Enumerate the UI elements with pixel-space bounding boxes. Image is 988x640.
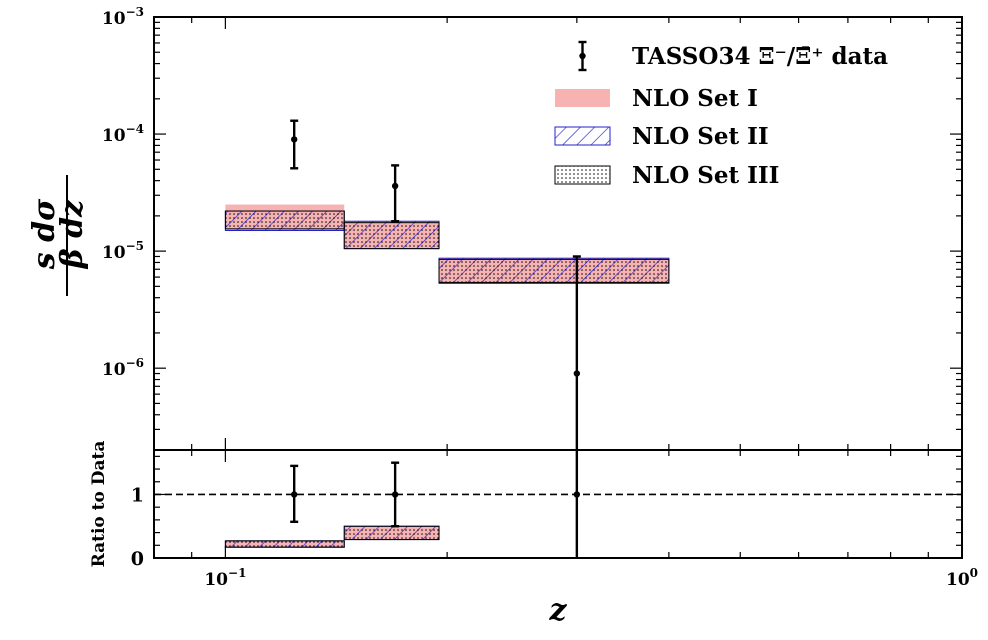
ratio-axis-label: Ratio to Data <box>89 441 109 568</box>
top-panel-frame <box>153 16 963 451</box>
ratio-panel: 0 1 Ratio to Data <box>89 441 963 570</box>
legend: TASSO34 Ξ⁻/Ξ̄⁺ data NLO Set I NLO Set II NL… <box>554 40 888 189</box>
top-panel: 10−3 10−4 10−5 10−6 s dσ β dz TASSO34 Ξ⁻/Ξ̄… <box>27 5 963 451</box>
data-point-2 <box>391 182 399 190</box>
legend-swatch-2 <box>554 126 611 146</box>
y-axis-label: s dσ β dz <box>27 175 90 296</box>
legend-label-3: NLO Set III <box>632 162 779 189</box>
data-point-3 <box>573 370 581 377</box>
ratio-band-dots-1 <box>224 540 345 548</box>
y-tick-label-2: 10−4 <box>102 122 144 146</box>
ratio-panel-frame <box>153 449 963 559</box>
band-3-bin-3 <box>438 258 670 283</box>
y-axis-label-denominator: β dz <box>55 199 90 269</box>
ratio-band-dots-2 <box>343 525 440 541</box>
x-axis-label: z <box>548 593 567 628</box>
data-point-1 <box>291 136 298 143</box>
legend-label-1: NLO Set I <box>632 85 758 112</box>
y-tick-label-4: 10−6 <box>102 356 144 380</box>
legend-swatch-3 <box>554 165 611 185</box>
x-tick-labels: 10−1 100 <box>204 566 978 590</box>
y-tick-label-3: 10−5 <box>102 239 144 263</box>
legend-label-2: NLO Set II <box>632 123 769 150</box>
ratio-point-1 <box>291 491 298 498</box>
x-tick-label-1: 10−1 <box>204 566 246 590</box>
band-3-bin-1 <box>224 210 345 230</box>
y-axis-label-numerator: s dσ <box>27 198 62 270</box>
legend-data-label: TASSO34 Ξ⁻/Ξ̄⁺ data <box>632 43 888 70</box>
x-tick-label-2: 100 <box>946 566 978 590</box>
ratio-y-tick-label-2: 1 <box>131 484 144 506</box>
legend-swatch-1 <box>555 89 610 107</box>
band-3-bin-2 <box>343 222 440 250</box>
legend-data-marker <box>579 52 586 60</box>
ratio-point-2 <box>391 491 399 498</box>
ratio-y-tick-label-1: 0 <box>131 548 144 570</box>
y-tick-label-1: 10−3 <box>102 5 144 29</box>
ratio-point-3 <box>573 491 581 498</box>
